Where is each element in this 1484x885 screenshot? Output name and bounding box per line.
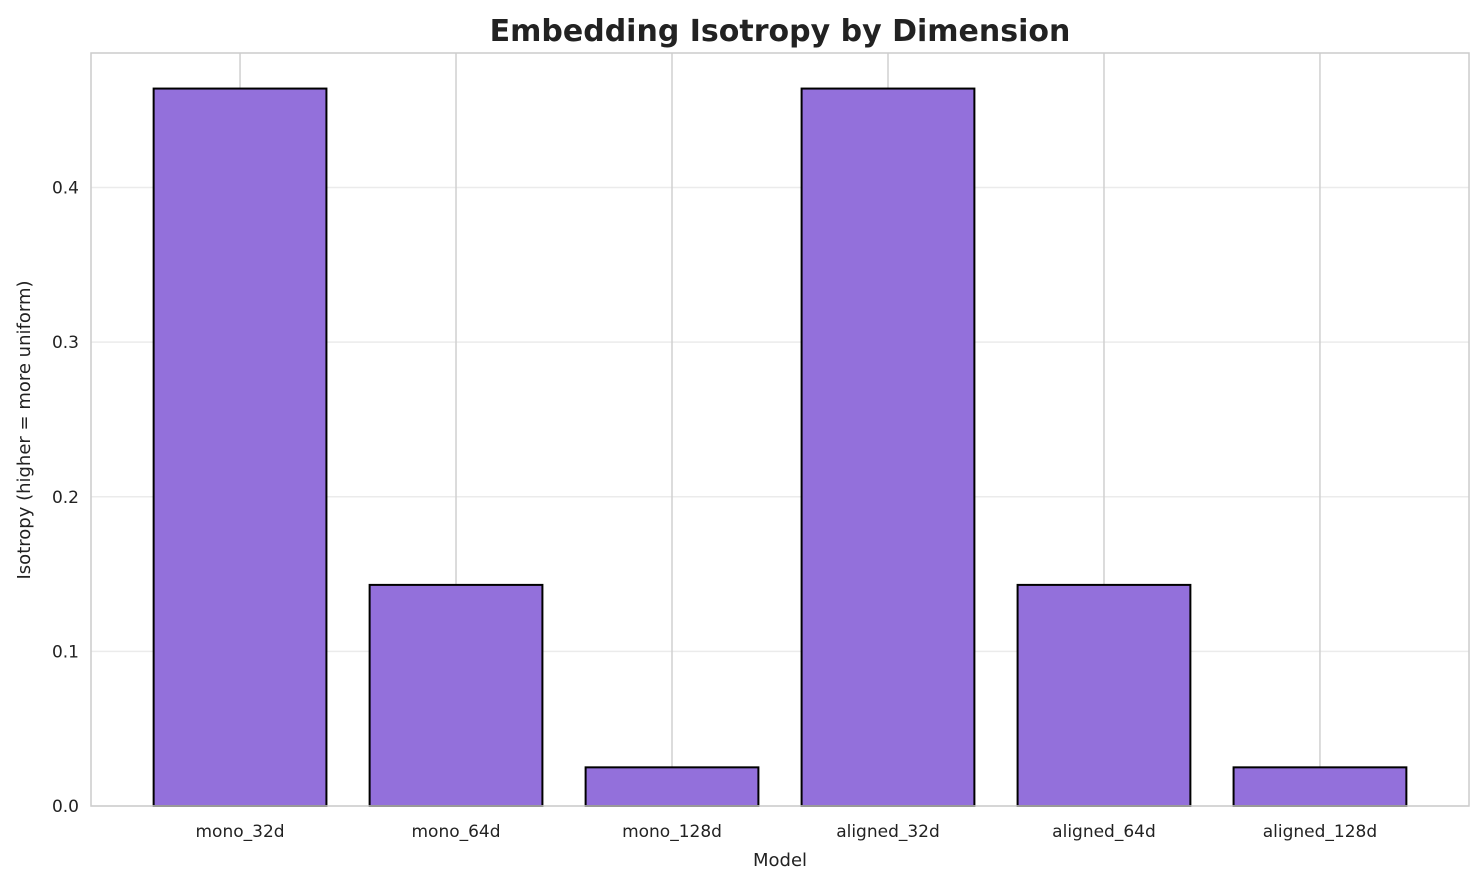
x-tick-label: aligned_32d [836,822,940,842]
bar-mono_128d [584,766,760,807]
x-tick-label: mono_32d [196,822,285,842]
bar-aligned_64d [1016,583,1192,808]
x-tick-label: mono_64d [411,822,500,842]
y-tick-label: 0.0 [52,797,79,817]
chart-title: Embedding Isotropy by Dimension [490,14,1071,49]
x-tick-label: aligned_128d [1263,822,1377,842]
y-tick-label: 0.4 [52,179,79,199]
bar-aligned_32d [800,87,976,808]
bar-mono_32d [152,87,328,808]
y-tick-label: 0.1 [52,642,79,662]
plot-frame [90,52,1470,807]
y-tick-label: 0.3 [52,333,79,353]
bar-mono_64d [368,583,544,808]
y-axis-label: Isotropy (higher = more uniform) [14,281,35,580]
y-tick-label: 0.2 [52,488,79,508]
x-tick-label: aligned_64d [1052,822,1156,842]
x-tick-label: mono_128d [622,822,722,842]
bar-aligned_128d [1232,766,1408,807]
x-axis-label: Model [753,850,807,871]
